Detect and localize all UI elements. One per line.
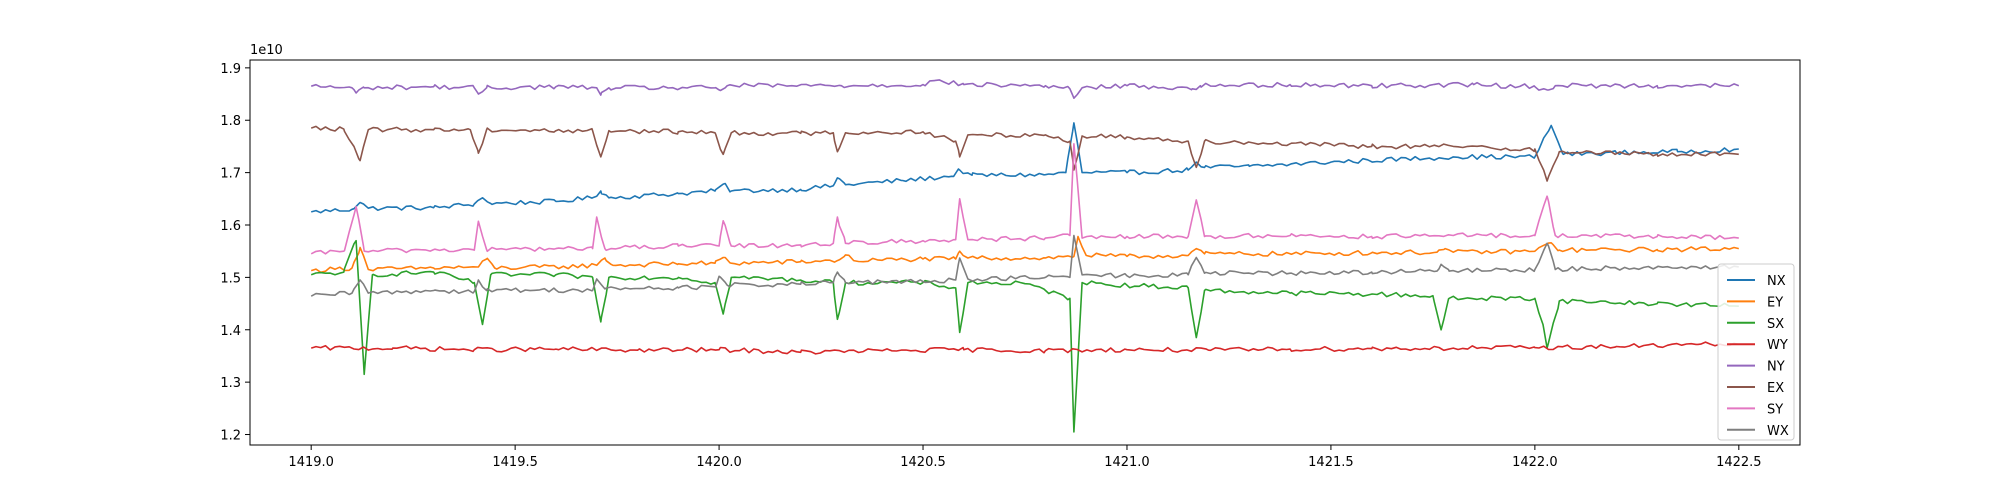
series-line-sx	[310, 239, 1739, 433]
legend-label-wx: WX	[1767, 424, 1789, 439]
plot-area	[249, 59, 1801, 446]
y-tick-label: 1.4	[220, 324, 241, 339]
series-line-nx	[310, 122, 1739, 214]
x-tick-label: 1419.5	[492, 455, 538, 470]
series-line-ey	[310, 235, 1739, 274]
x-tick-label: 1422.5	[1716, 455, 1762, 470]
axes-frame	[249, 59, 1801, 446]
y-tick-label: 1.9	[220, 62, 241, 77]
legend-box	[1717, 263, 1795, 441]
series-line-wy	[310, 341, 1739, 355]
x-tick-label: 1422.0	[1512, 455, 1558, 470]
series-line-sy	[310, 143, 1739, 255]
legend-label-sy: SY	[1767, 402, 1783, 417]
x-tick-label: 1419.0	[288, 455, 334, 470]
y-axis-offset-text: 1e10	[250, 43, 283, 58]
legend: NX EY SX WY NY EX SY WX	[1717, 263, 1795, 441]
legend-label-ex: EX	[1767, 381, 1784, 396]
series-line-wx	[310, 234, 1739, 297]
y-tick-label: 1.5	[220, 271, 241, 286]
legend-label-nx: NX	[1767, 274, 1786, 289]
x-tick-label: 1420.5	[900, 455, 946, 470]
y-tick-label: 1.2	[220, 429, 241, 444]
legend-label-ey: EY	[1767, 295, 1783, 310]
x-tick-label: 1421.5	[1308, 455, 1354, 470]
x-axis: 1419.0 1419.5 1420.0 1420.5 1421.0 1421.5 1422…	[288, 445, 1762, 470]
series-line-ex	[310, 125, 1739, 182]
y-tick-label: 1.7	[220, 167, 241, 182]
y-tick-label: 1.6	[220, 219, 241, 234]
x-tick-label: 1421.0	[1104, 455, 1150, 470]
series-line-ny	[310, 79, 1740, 99]
y-tick-label: 1.3	[220, 376, 241, 391]
x-tick-label: 1420.0	[696, 455, 742, 470]
y-axis: 1.2 1.3 1.4 1.5 1.6 1.7 1.8 1.9	[220, 62, 250, 444]
legend-label-ny: NY	[1767, 360, 1785, 375]
legend-label-sx: SX	[1767, 317, 1784, 332]
y-tick-label: 1.8	[220, 114, 241, 129]
legend-label-wy: WY	[1767, 338, 1788, 353]
series-layer	[310, 79, 1740, 433]
